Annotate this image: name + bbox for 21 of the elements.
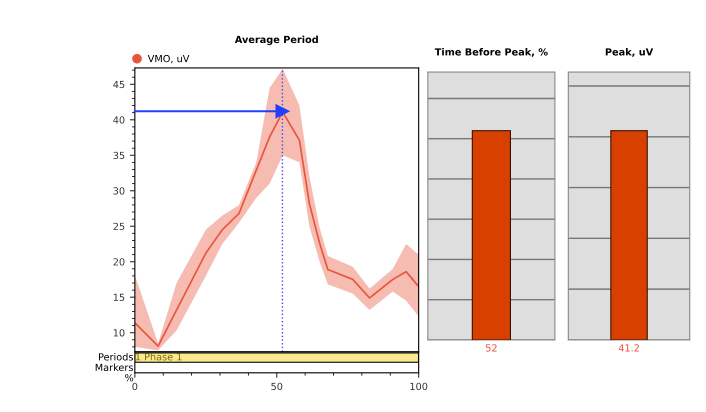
chart-title: Average Period — [234, 36, 318, 46]
x-axis-title: % — [125, 374, 134, 382]
y-tick-label: 40 — [113, 116, 124, 124]
data-label: 41.2 — [618, 344, 639, 352]
y-tick-label: 45 — [113, 80, 124, 88]
legend-label: VMO, uV — [148, 54, 190, 64]
chart-title: Time Before Peak, % — [434, 48, 548, 57]
text: Periods — [99, 353, 133, 361]
y-tick-label: 15 — [114, 294, 124, 302]
x-tick-label: 100 — [410, 382, 428, 390]
y-tick-label: 10 — [114, 329, 124, 337]
text: Markers — [96, 364, 133, 372]
y-tick-label: 20 — [113, 258, 124, 266]
y-tick-label: 30 — [113, 187, 124, 195]
data-label: 52 — [486, 344, 497, 352]
y-tick-label: 35 — [113, 152, 124, 160]
chart-title: Peak, uV — [606, 48, 654, 57]
y-tick-label: 25 — [113, 222, 124, 230]
x-tick-label: 0 — [132, 382, 138, 390]
x-tick-label: 50 — [271, 382, 282, 390]
text: 1 Phase 1 — [136, 352, 182, 360]
